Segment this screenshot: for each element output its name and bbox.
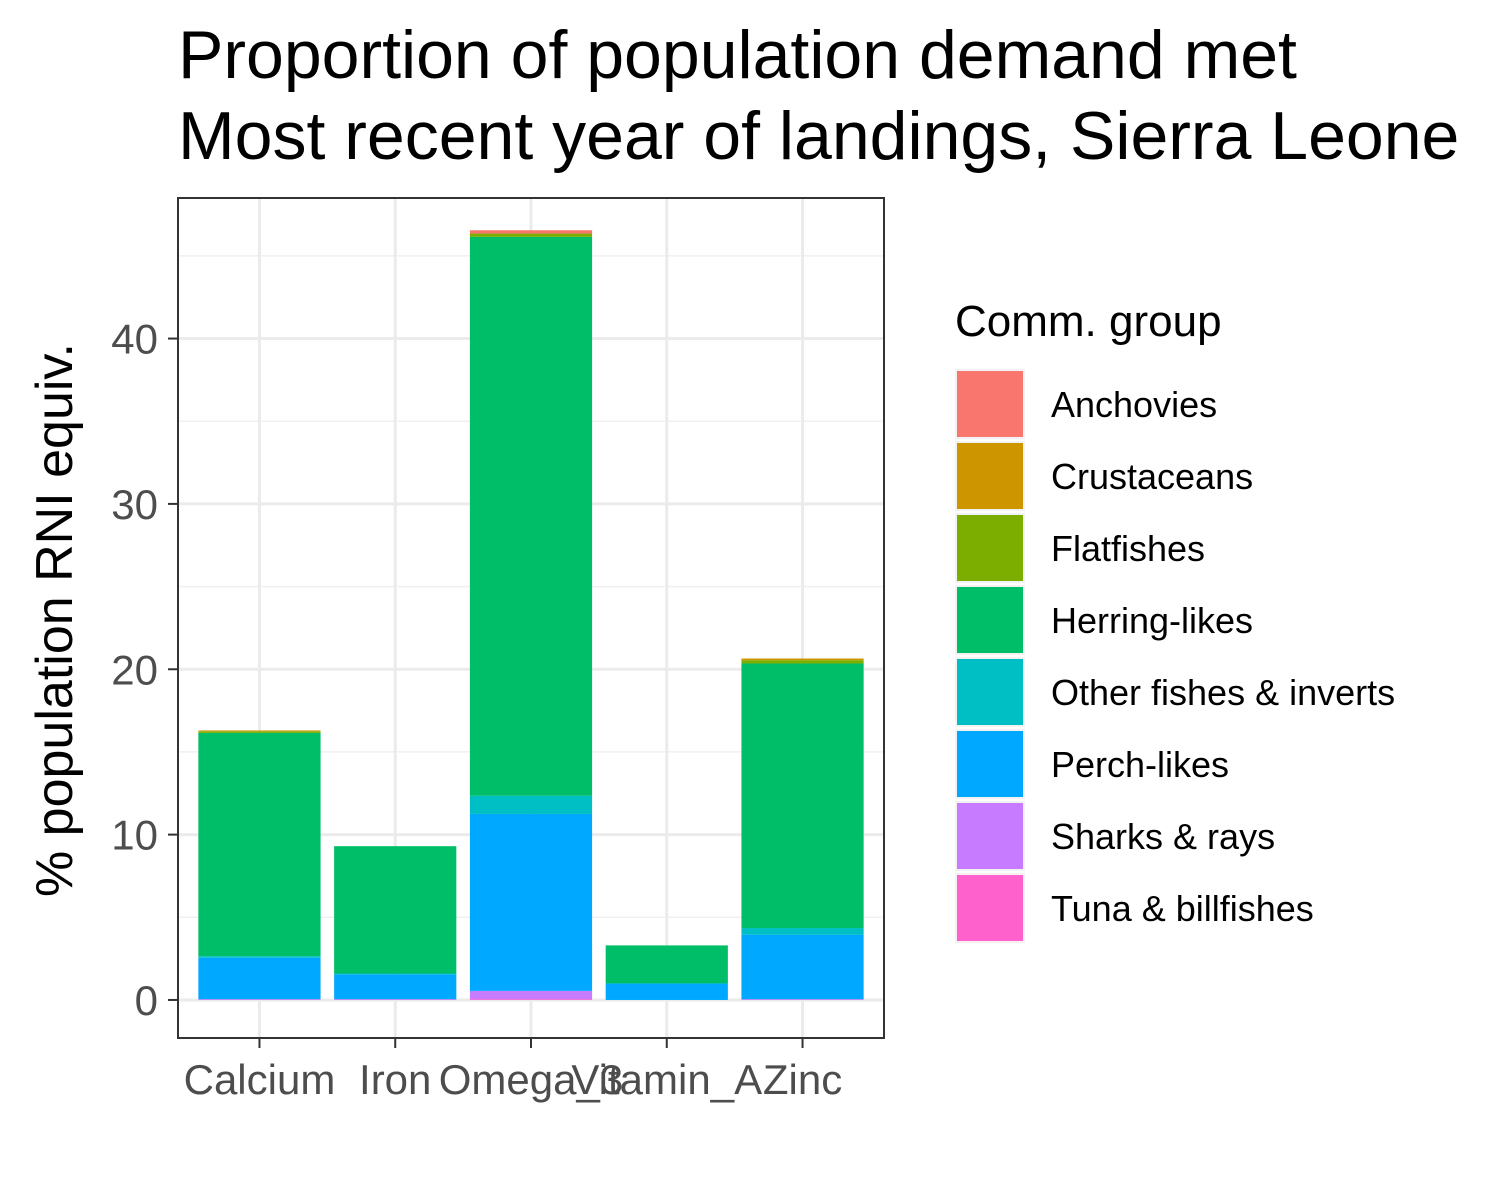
bar-segment-calcium-perch-likes — [198, 957, 321, 1000]
legend-swatch — [957, 731, 1023, 797]
legend-swatch — [957, 371, 1023, 437]
bar-segment-zinc-perch-likes — [741, 934, 864, 1000]
legend-swatch — [957, 803, 1023, 869]
bar-segment-omega-3-other-fishes-inverts — [469, 795, 593, 814]
bar-segment-calcium-crustaceans — [198, 730, 321, 732]
bar-segment-omega-3-herring-likes — [469, 236, 593, 796]
legend-label: Flatfishes — [1051, 528, 1205, 569]
legend-swatch — [957, 587, 1023, 653]
bar-segment-iron-other-fishes-inverts — [334, 973, 457, 975]
legend-label: Other fishes & inverts — [1051, 672, 1395, 713]
y-tick-label: 40 — [111, 316, 158, 363]
bar-segment-omega-3-perch-likes — [469, 813, 593, 991]
legend-label: Crustaceans — [1051, 456, 1253, 497]
y-tick-label: 20 — [111, 646, 158, 693]
legend-label: Sharks & rays — [1051, 816, 1275, 857]
x-tick-label: Iron — [359, 1056, 431, 1103]
legend-label: Anchovies — [1051, 384, 1217, 425]
bar-segment-iron-herring-likes — [334, 846, 457, 974]
legend-swatch — [957, 875, 1023, 941]
bar-segment-iron-sharks-rays — [334, 999, 457, 1000]
bar-segment-calcium-flatfishes — [198, 731, 321, 733]
legend: Anchovies Crustaceans Flatfishes Herring-li… — [955, 369, 1395, 943]
bar-segment-zinc-herring-likes — [741, 663, 864, 929]
x-tick-label: Vitamin_A — [571, 1056, 762, 1103]
bar-segment-omega-3-flatfishes — [469, 233, 593, 237]
bar-segment-zinc-sharks-rays — [741, 999, 864, 1000]
legend-label: Tuna & billfishes — [1051, 888, 1314, 929]
y-axis-ticks: 0 10 20 30 40 — [111, 316, 178, 1024]
bar-segment-iron-perch-likes — [334, 974, 457, 1000]
chart-title: Proportion of population demand met — [178, 17, 1297, 93]
x-tick-label: Omega_3 — [439, 1056, 623, 1103]
y-tick-label: 10 — [111, 812, 158, 859]
y-tick-label: 30 — [111, 481, 158, 528]
bar-segment-omega-3-sharks-rays — [469, 990, 593, 1000]
bar-segment-omega-3-anchovies — [469, 230, 593, 234]
bar-segment-zinc-crustaceans — [741, 658, 864, 661]
chart-subtitle: Most recent year of landings, Sierra Leo… — [178, 98, 1459, 174]
bar-segment-zinc-other-fishes-inverts — [741, 928, 864, 935]
legend-title: Comm. group — [955, 297, 1222, 346]
bar-segment-vitamin-a-perch-likes — [605, 983, 728, 1000]
legend-swatch — [957, 515, 1023, 581]
legend-label: Herring-likes — [1051, 600, 1253, 641]
y-tick-label: 0 — [135, 977, 158, 1024]
legend-swatch — [957, 659, 1023, 725]
bar-segment-omega-3-tuna-billfishes — [469, 999, 593, 1000]
y-axis-label: % population RNI equiv. — [26, 343, 84, 897]
bar-segment-calcium-sharks-rays — [198, 999, 321, 1000]
bar-segment-calcium-other-fishes-inverts — [198, 956, 321, 958]
bar-segment-zinc-flatfishes — [741, 660, 864, 664]
bar-stacks — [198, 230, 864, 1000]
x-tick-label: Zinc — [763, 1056, 842, 1103]
legend-swatch — [957, 443, 1023, 509]
bar-segment-calcium-herring-likes — [198, 732, 321, 957]
x-tick-label: Calcium — [184, 1056, 336, 1103]
legend-label: Perch-likes — [1051, 744, 1229, 785]
bar-segment-vitamin-a-herring-likes — [605, 945, 728, 984]
